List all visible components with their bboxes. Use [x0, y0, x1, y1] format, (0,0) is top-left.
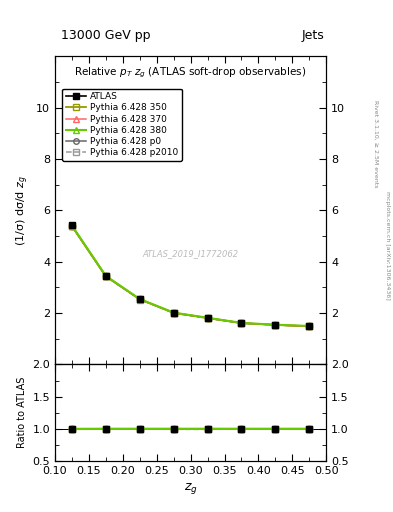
Text: Rivet 3.1.10, ≥ 2.5M events: Rivet 3.1.10, ≥ 2.5M events	[373, 100, 378, 187]
Y-axis label: (1/σ) dσ/d $z_g$: (1/σ) dσ/d $z_g$	[14, 175, 31, 246]
Legend: ATLAS, Pythia 6.428 350, Pythia 6.428 370, Pythia 6.428 380, Pythia 6.428 p0, Py: ATLAS, Pythia 6.428 350, Pythia 6.428 37…	[62, 89, 182, 161]
X-axis label: $z_g$: $z_g$	[184, 481, 198, 496]
Text: 13000 GeV pp: 13000 GeV pp	[61, 30, 151, 42]
Text: Jets: Jets	[301, 30, 324, 42]
Y-axis label: Ratio to ATLAS: Ratio to ATLAS	[17, 377, 27, 449]
Text: ATLAS_2019_I1772062: ATLAS_2019_I1772062	[143, 249, 239, 258]
Text: mcplots.cern.ch [arXiv:1306.3436]: mcplots.cern.ch [arXiv:1306.3436]	[385, 191, 389, 300]
Text: Relative $p_T$ $z_g$ (ATLAS soft-drop observables): Relative $p_T$ $z_g$ (ATLAS soft-drop ob…	[74, 66, 307, 80]
